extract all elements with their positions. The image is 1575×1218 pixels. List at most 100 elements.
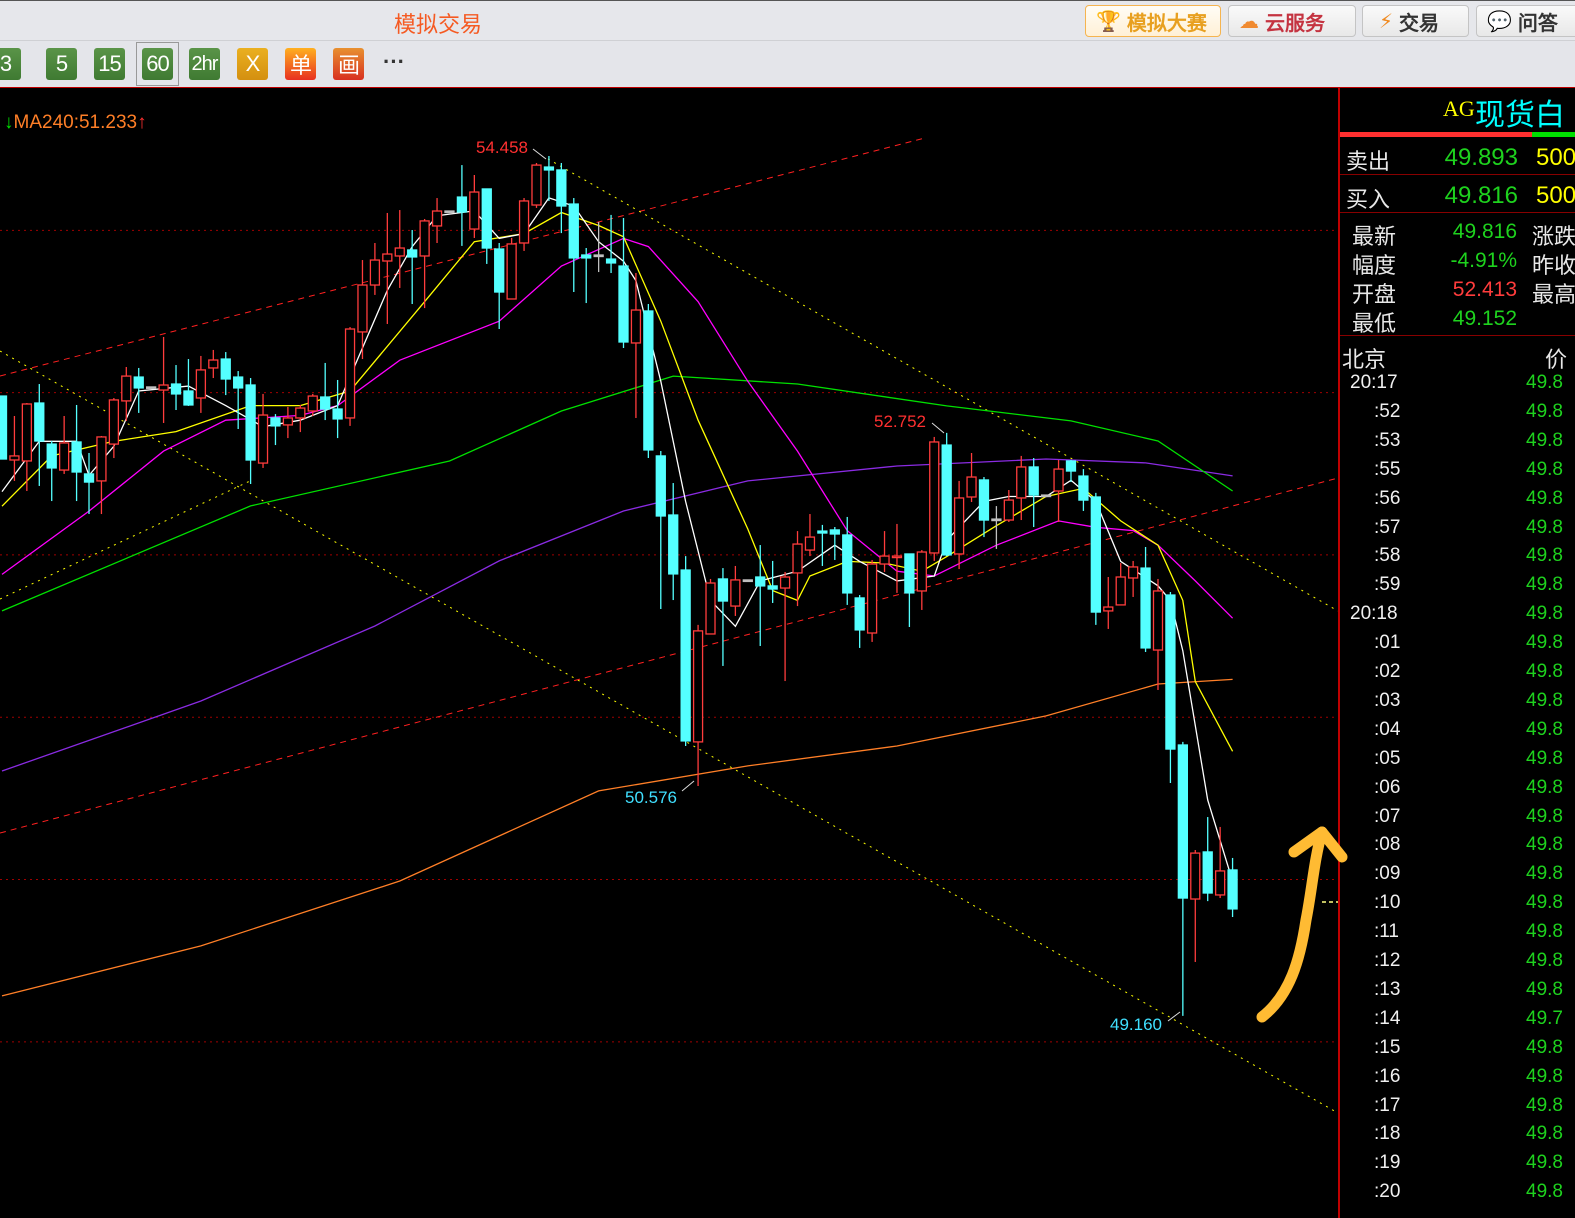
close-x-button[interactable]: X <box>237 48 268 80</box>
tick-row: :57 49.8 <box>1340 517 1575 546</box>
tick-price: 49.8 <box>1526 400 1563 422</box>
candle-down <box>904 553 915 594</box>
candle-up <box>369 259 381 286</box>
candle-down <box>755 576 766 587</box>
tick-price: 49.8 <box>1526 978 1563 1000</box>
period-toolbar: 3 5 15 60 2hr X 单 画 ··· <box>0 41 1575 87</box>
top-bar: 模拟交易 🏆 模拟大赛 ☁ 云服务 ⚡ 交易 💬 问答 <box>0 0 1575 41</box>
tick-row: :16 49.8 <box>1340 1066 1575 1095</box>
candle-down <box>1202 851 1213 894</box>
stat-label-2: 最高 <box>1532 282 1575 307</box>
buy-label: 买入 <box>1346 187 1391 212</box>
candle-up <box>431 210 443 227</box>
candle-down <box>1227 869 1238 910</box>
tick-time: :55 <box>1374 458 1401 480</box>
tick-row: :20 49.8 <box>1340 1181 1575 1210</box>
candle-up <box>1190 852 1201 900</box>
tick-row: :04 49.8 <box>1340 719 1575 748</box>
stat-value: 49.152 <box>1452 307 1517 330</box>
trendline-descending-upper <box>547 158 1338 612</box>
stat-row: 最低 49.152 <box>1340 305 1575 336</box>
candle-up <box>96 436 107 482</box>
tick-row: :15 49.8 <box>1340 1037 1575 1066</box>
candle-up <box>108 399 120 445</box>
candle-up <box>1053 468 1064 492</box>
tick-row: :59 49.8 <box>1340 574 1575 603</box>
more-button[interactable]: ··· <box>383 49 405 74</box>
qa-button[interactable]: 💬 问答 <box>1476 5 1575 37</box>
chart-canvas: 54.458 52.752 50.576 49.160 <box>0 137 1338 1114</box>
tick-price: 49.8 <box>1526 574 1563 596</box>
candle-up <box>518 200 530 244</box>
candle-up <box>257 414 269 464</box>
tick-time: :56 <box>1374 487 1401 509</box>
candle-down <box>146 386 157 390</box>
candle-up <box>208 359 219 369</box>
tick-price: 49.8 <box>1526 689 1563 711</box>
candle-up <box>59 442 70 471</box>
candle-down <box>170 383 182 395</box>
trendline-ascending <box>0 480 251 600</box>
trade-button[interactable]: ⚡ 交易 <box>1362 5 1469 37</box>
candle-down <box>680 569 691 742</box>
sell-price: 49.893 <box>1444 144 1518 171</box>
sell-volume: 500 <box>1536 144 1575 171</box>
tick-row: :17 49.8 <box>1340 1095 1575 1124</box>
candle-down <box>668 514 679 575</box>
tick-time: :11 <box>1374 921 1400 943</box>
symbol-code: AG <box>1443 96 1475 121</box>
period-2hr-button[interactable]: 2hr <box>189 48 220 80</box>
candle-down <box>605 258 617 264</box>
tick-row: :06 49.8 <box>1340 777 1575 806</box>
candle-up <box>195 369 207 399</box>
simulation-contest-button[interactable]: 🏆 模拟大赛 <box>1085 5 1221 37</box>
candle-up <box>506 243 517 300</box>
tick-time: 20:18 <box>1350 603 1398 625</box>
period-3-button[interactable]: 3 <box>0 48 21 80</box>
candlestick-chart[interactable]: 54.458 52.752 50.576 49.160 ↓MA240:51.233↑ <box>0 87 1338 1218</box>
period-5-button[interactable]: 5 <box>46 48 77 80</box>
quote-panel: AG 现货白 卖出 49.893 500 买入 49.816 500 最新 49… <box>1338 87 1575 1218</box>
candle-up <box>891 555 903 559</box>
candle-down <box>581 254 592 259</box>
candle-down <box>1065 460 1077 472</box>
tick-row: :02 49.8 <box>1340 661 1575 690</box>
stat-value: -4.91% <box>1450 249 1517 272</box>
candle-up <box>295 407 306 419</box>
tick-price: 49.8 <box>1526 776 1563 798</box>
candle-down <box>742 579 753 583</box>
candle-up <box>804 536 816 551</box>
tick-time: :20 <box>1374 1181 1401 1203</box>
candle-up <box>1127 566 1139 579</box>
candle-down <box>71 441 82 473</box>
candle-up <box>1214 870 1226 896</box>
simulated-trading-title[interactable]: 模拟交易 <box>394 12 483 37</box>
order-button[interactable]: 单 <box>285 48 316 80</box>
candle-down <box>543 166 555 171</box>
selected-period-frame <box>136 42 179 86</box>
tick-price: 49.8 <box>1526 892 1563 914</box>
period-15-button[interactable]: 15 <box>94 48 125 80</box>
candle-down <box>183 390 194 406</box>
button-label: 问答 <box>1517 12 1558 35</box>
candle-down <box>978 479 990 521</box>
tick-time: :53 <box>1374 429 1401 451</box>
period-60-button[interactable]: 60 <box>142 48 173 80</box>
tick-time: :52 <box>1374 400 1401 422</box>
candle-down <box>593 254 604 258</box>
tick-price: 49.8 <box>1526 805 1563 827</box>
candle-up <box>158 384 169 391</box>
candle-down <box>941 444 952 556</box>
tick-price: 49.8 <box>1526 834 1563 856</box>
tick-row: :55 49.8 <box>1340 459 1575 488</box>
candle-up <box>705 582 716 635</box>
second-high-label: 52.752 <box>874 412 926 431</box>
cloud-service-button[interactable]: ☁ 云服务 <box>1228 5 1356 37</box>
tick-price: 49.8 <box>1526 921 1563 943</box>
draw-button[interactable]: 画 <box>333 48 364 80</box>
candle-down <box>618 265 629 343</box>
tick-time: :17 <box>1374 1094 1401 1116</box>
buy-volume: 500 <box>1536 182 1575 209</box>
candle-down <box>481 188 492 249</box>
candle-up <box>879 555 890 565</box>
